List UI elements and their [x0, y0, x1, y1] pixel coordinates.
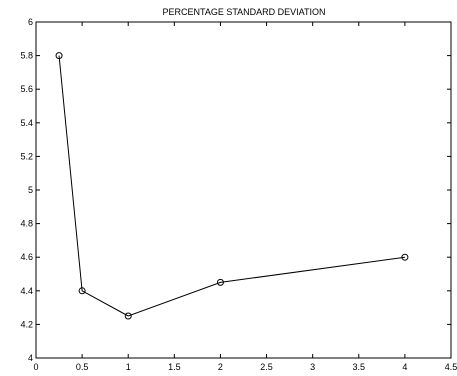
data-point	[401, 253, 409, 261]
x-tick-label: 0	[33, 362, 38, 372]
data-point	[55, 52, 63, 60]
y-tick-label: 5.8	[20, 51, 33, 61]
y-tick-label: 5.2	[20, 151, 33, 161]
y-tick-label: 6	[28, 17, 33, 27]
y-axis: 4 4.2 4.4 4.6 4.8 5 5.2 5.4 5.6 5.8 6	[20, 17, 451, 363]
plot-area	[35, 21, 452, 359]
x-axis: 0 0.5 1 1.5 2 2.5 3 3.5 4 4.5	[33, 22, 457, 372]
series-line	[58, 55, 405, 317]
x-tick-label: 1.5	[168, 362, 181, 372]
data-point	[124, 312, 132, 320]
y-tick-label: 4	[28, 353, 33, 363]
y-tick-label: 4.8	[20, 219, 33, 229]
y-tick-label: 5.4	[20, 118, 33, 128]
x-tick-label: 0.5	[76, 362, 89, 372]
x-tick-label: 4.5	[445, 362, 457, 372]
y-tick-label: 5.6	[20, 84, 33, 94]
x-tick-label: 3.5	[353, 362, 366, 372]
chart-title: PERCENTAGE STANDARD DEVIATION	[162, 7, 325, 17]
y-tick-label: 4.6	[20, 252, 33, 262]
series-layer	[55, 52, 409, 320]
data-point	[216, 278, 224, 286]
y-tick-label: 5	[28, 185, 33, 195]
x-tick-label: 2	[218, 362, 223, 372]
data-point	[78, 287, 86, 295]
x-tick-label: 2.5	[260, 362, 273, 372]
x-tick-label: 1	[126, 362, 131, 372]
y-tick-label: 4.4	[20, 286, 33, 296]
x-tick-label: 3	[310, 362, 315, 372]
x-tick-label: 4	[402, 362, 407, 372]
y-tick-label: 4.2	[20, 319, 33, 329]
